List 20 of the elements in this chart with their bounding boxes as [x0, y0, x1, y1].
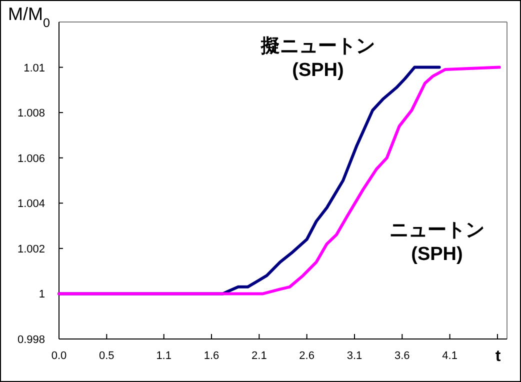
x-axis-title: t [495, 348, 502, 365]
x-tick-label: 0.5 [99, 350, 114, 362]
y-tick-label: 0.998 [17, 334, 45, 346]
y-tick-label: 1.006 [17, 152, 45, 165]
x-tick-label: 1.1 [156, 350, 172, 362]
y-axis-title: M/M$_{0}$ [8, 4, 50, 30]
x-tick-label: 1.6 [204, 350, 220, 362]
x-tick-label: 2.6 [299, 350, 314, 362]
text: ニュートン (SPH) [390, 220, 484, 265]
y-tick-label: 1 [38, 288, 45, 301]
y-tick-label: 1.01 [24, 62, 45, 74]
y-tick-label: 1.008 [17, 108, 45, 120]
series-label: 擬ニュートン (SPH) [260, 36, 375, 81]
x-tick-label: 3.1 [346, 350, 362, 362]
y-tick-label: 1.004 [17, 198, 45, 210]
x-tick-label: 4.1 [442, 350, 458, 362]
y-tick-label: 1.002 [17, 243, 45, 256]
x-tick-label: 2.1 [252, 350, 267, 362]
x-tick-label: 0.0 [51, 350, 67, 362]
x-tick-label: 3.6 [394, 350, 410, 362]
